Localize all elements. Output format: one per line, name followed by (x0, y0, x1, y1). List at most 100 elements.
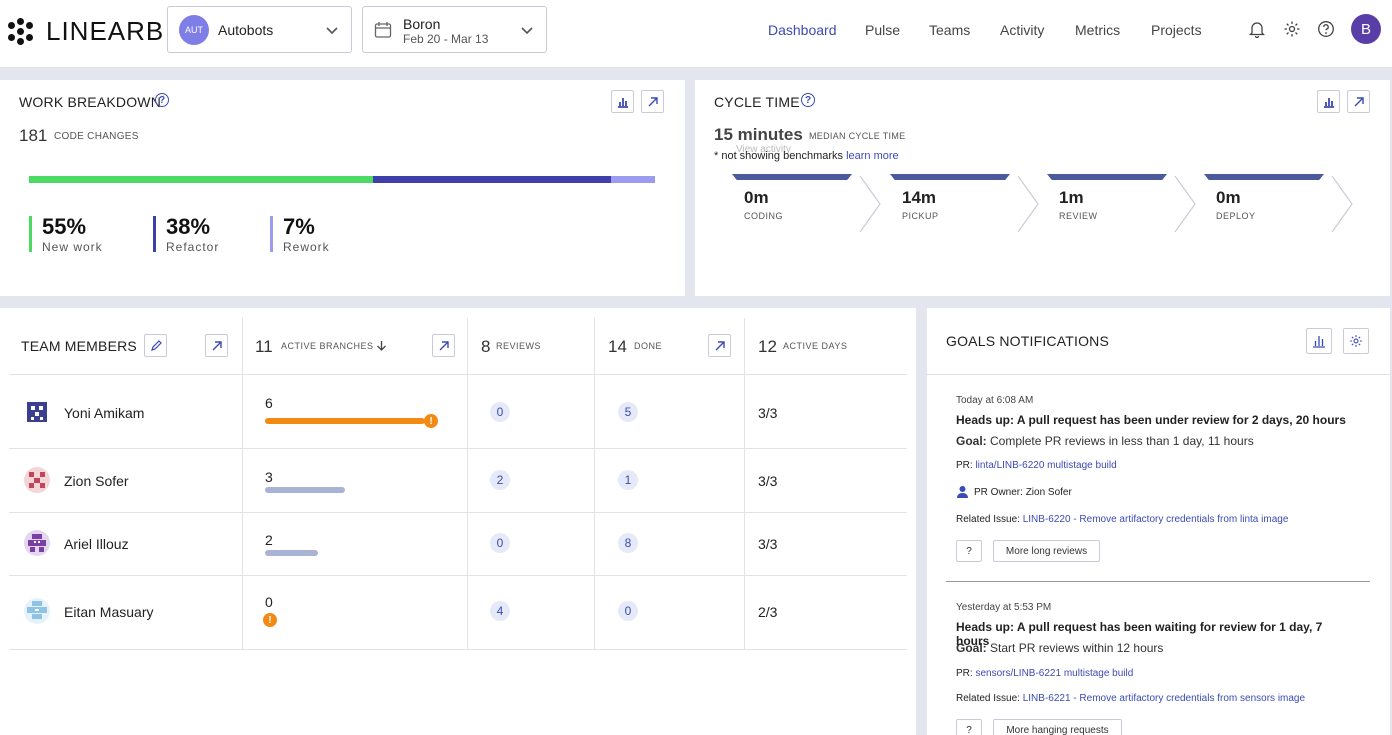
refactor-label: Refactor (166, 240, 220, 254)
help-icon[interactable] (1317, 20, 1335, 38)
pr-owner-name: Zion Sofer (1025, 487, 1072, 498)
expand-branches-button[interactable] (432, 334, 455, 357)
avatar[interactable] (24, 598, 50, 624)
arrow-down-icon[interactable] (376, 340, 387, 351)
expand-button[interactable] (1347, 90, 1370, 113)
team-selector[interactable]: AUT Autobots (167, 6, 352, 53)
expand-button[interactable] (205, 334, 228, 357)
iteration-selector[interactable]: Boron Feb 20 - Mar 13 (362, 6, 547, 53)
help-icon[interactable]: ? (801, 93, 815, 107)
chart-view-button[interactable] (1317, 90, 1340, 113)
days-value: 3/3 (758, 536, 778, 552)
more-long-reviews-button[interactable]: More long reviews (993, 540, 1100, 562)
brand-name: LINEARB (46, 16, 165, 46)
notification-goal: Goal: Start PR reviews within 12 hours (956, 641, 1356, 655)
person-icon (957, 486, 968, 498)
user-avatar[interactable]: B (1351, 14, 1381, 44)
goals-notifications-title: GOALS NOTIFICATIONS (946, 333, 1110, 349)
arrow-up-right-icon (1354, 96, 1364, 106)
learn-more-link[interactable]: learn more (846, 150, 899, 162)
reviews-value[interactable]: 0 (490, 402, 510, 422)
done-value[interactable]: 5 (618, 402, 638, 422)
done-value[interactable]: 8 (618, 533, 638, 553)
reviews-value[interactable]: 2 (490, 470, 510, 490)
avatar[interactable] (24, 530, 50, 556)
pr-link[interactable]: sensors/LINB-6221 multistage build (975, 668, 1134, 679)
cycle-step-review[interactable]: 1m REVIEW (1025, 174, 1196, 234)
team-members-title: TEAM MEMBERS (21, 338, 137, 354)
member-name[interactable]: Yoni Amikam (64, 405, 145, 421)
nav-metrics[interactable]: Metrics (1075, 22, 1121, 38)
done-count: 14 (608, 337, 627, 356)
expand-done-button[interactable] (708, 334, 731, 357)
done-value[interactable]: 1 (618, 470, 638, 490)
bar-chart-icon (617, 97, 628, 108)
goals-settings-button[interactable] (1343, 328, 1369, 354)
notification-pr: PR: linta/LINB-6220 multistage build (956, 460, 1356, 471)
nav-teams[interactable]: Teams (929, 22, 971, 38)
step-label: PICKUP (902, 211, 939, 221)
pr-link[interactable]: linta/LINB-6220 multistage build (975, 460, 1117, 471)
related-issue: Related Issue: LINB-6221 - Remove artifa… (956, 693, 1356, 704)
nav-activity[interactable]: Activity (1000, 22, 1045, 38)
goals-chart-button[interactable] (1306, 328, 1332, 354)
cycle-step-pickup[interactable]: 14m PICKUP (868, 174, 1039, 234)
member-name[interactable]: Ariel Illouz (64, 536, 129, 552)
pencil-icon (150, 339, 162, 351)
edit-team-button[interactable] (144, 334, 167, 357)
new-work-segment (29, 176, 373, 183)
pr-label: PR: (956, 668, 973, 679)
chevron-right-icon (1017, 175, 1039, 233)
gear-icon (1350, 335, 1362, 347)
cycle-step-deploy[interactable]: 0m DEPLOY (1182, 174, 1353, 234)
branches-value: 3 (265, 469, 273, 485)
more-hanging-requests-button[interactable]: More hanging requests (993, 719, 1122, 735)
warning-icon[interactable]: ! (263, 613, 277, 627)
reviews-value[interactable]: 4 (490, 601, 510, 621)
issue-link[interactable]: LINB-6220 - Remove artifactory credentia… (1022, 514, 1289, 525)
notification-time: Today at 6:08 AM (956, 395, 1034, 406)
cycle-time-title: CYCLE TIME (714, 94, 800, 110)
member-name[interactable]: Eitan Masuary (64, 604, 154, 620)
help-icon[interactable]: ? (155, 93, 169, 107)
linearb-logo[interactable]: LINEARB (8, 16, 164, 47)
gear-icon[interactable] (1283, 20, 1301, 38)
refactor-pct: 38% (166, 214, 211, 239)
notification-pr: PR: sensors/LINB-6221 multistage build (956, 668, 1356, 679)
nav-dashboard[interactable]: Dashboard (768, 22, 837, 38)
branches-bar (265, 418, 425, 424)
arrow-up-right-icon (648, 96, 658, 106)
cycle-step-coding[interactable]: 0m CODING (710, 174, 881, 234)
goal-label: Goal: (956, 434, 987, 448)
view-activity-overlay[interactable]: View activity (736, 144, 791, 155)
question-button[interactable]: ? (956, 540, 982, 562)
chevron-right-icon (1174, 175, 1196, 233)
avatar[interactable] (24, 399, 50, 425)
nav-pulse[interactable]: Pulse (865, 22, 901, 38)
step-value: 14m (902, 188, 937, 207)
done-value[interactable]: 0 (618, 601, 638, 621)
chart-view-button[interactable] (611, 90, 634, 113)
avatar[interactable] (24, 467, 50, 493)
bell-icon[interactable] (1248, 20, 1266, 38)
step-value: 0m (1216, 188, 1241, 207)
issue-link[interactable]: LINB-6221 - Remove artifactory credentia… (1022, 693, 1306, 704)
goals-notifications-card (927, 308, 1390, 735)
active-branches-header[interactable]: ACTIVE BRANCHES (281, 341, 374, 351)
reviews-header[interactable]: REVIEWS (496, 341, 542, 351)
bar-chart-icon (1323, 97, 1334, 108)
logo-mark-icon (8, 17, 40, 46)
new-work-pct: 55% (42, 214, 87, 239)
new-work-label: New work (42, 240, 103, 254)
chevron-down-icon (326, 27, 338, 35)
warning-icon[interactable]: ! (424, 414, 438, 428)
done-header[interactable]: DONE (634, 341, 663, 351)
question-button[interactable]: ? (956, 719, 982, 735)
expand-button[interactable] (641, 90, 664, 113)
nav-projects[interactable]: Projects (1151, 22, 1202, 38)
step-label: REVIEW (1059, 211, 1098, 221)
active-days-header[interactable]: ACTIVE DAYS (783, 341, 848, 351)
reviews-value[interactable]: 0 (490, 533, 510, 553)
member-name[interactable]: Zion Sofer (64, 473, 129, 489)
step-bar (732, 174, 852, 180)
